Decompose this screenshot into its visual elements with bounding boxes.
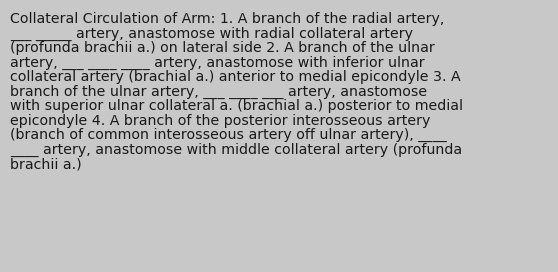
Text: (branch of common interosseous artery off ulnar artery), ____: (branch of common interosseous artery of… [10,128,447,142]
Text: epicondyle 4. A branch of the posterior interosseous artery: epicondyle 4. A branch of the posterior … [10,114,430,128]
Text: Collateral Circulation of Arm: 1. A branch of the radial artery,: Collateral Circulation of Arm: 1. A bran… [10,12,444,26]
Text: ___ _____ artery, anastomose with radial collateral artery: ___ _____ artery, anastomose with radial… [10,27,413,41]
Text: (profunda brachii a.) on lateral side 2. A branch of the ulnar: (profunda brachii a.) on lateral side 2.… [10,41,435,55]
Text: artery, ___ ____ ____ artery, anastomose with inferior ulnar: artery, ___ ____ ____ artery, anastomose… [10,56,425,70]
Text: with superior ulnar collateral a. (brachial a.) posterior to medial: with superior ulnar collateral a. (brach… [10,99,463,113]
Text: ____ artery, anastomose with middle collateral artery (profunda: ____ artery, anastomose with middle coll… [10,143,462,157]
Text: brachii a.): brachii a.) [10,157,81,171]
Text: branch of the ulnar artery, ___ ____ ___ artery, anastomose: branch of the ulnar artery, ___ ____ ___… [10,85,427,99]
Text: collateral artery (brachial a.) anterior to medial epicondyle 3. A: collateral artery (brachial a.) anterior… [10,70,461,84]
